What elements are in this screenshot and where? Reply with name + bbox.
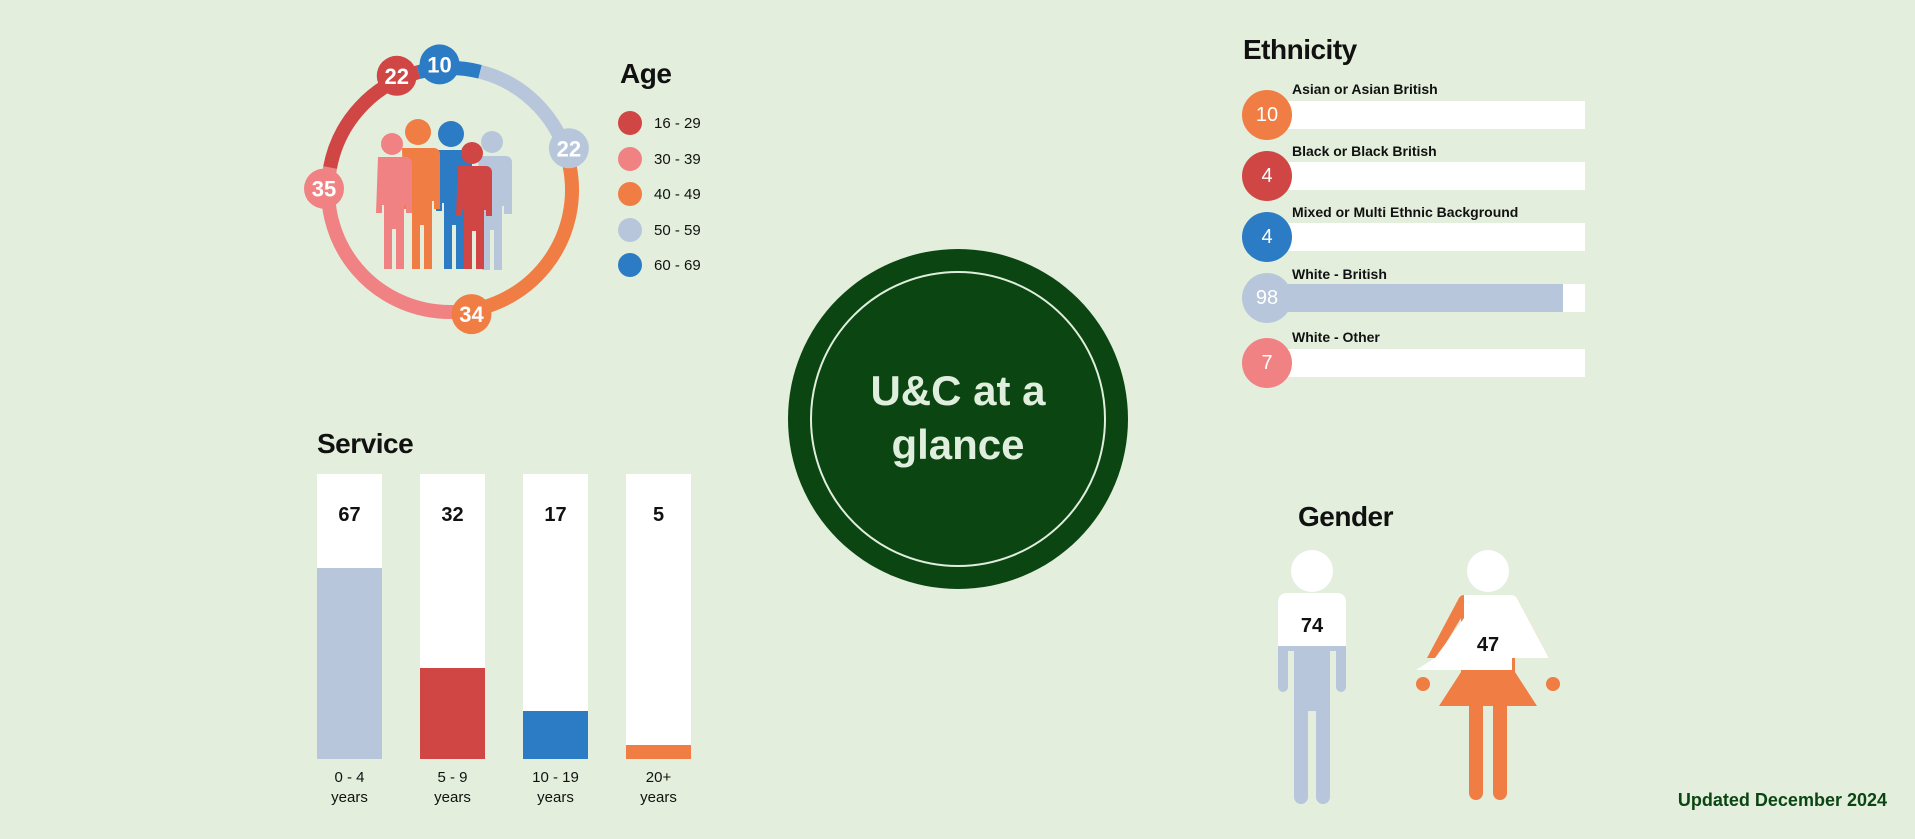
legend-item: 16 - 29 xyxy=(618,111,701,135)
service-label-line: years xyxy=(331,789,368,806)
age-value-badge: 35 xyxy=(304,168,345,209)
legend-swatch xyxy=(618,182,642,206)
ethnicity-label: Asian or Asian British xyxy=(1292,81,1438,97)
ethnicity-bar-track xyxy=(1250,284,1585,312)
ethnicity-label: White - British xyxy=(1292,266,1387,282)
legend-swatch xyxy=(618,253,642,277)
service-category-label: 20+ years xyxy=(626,768,691,808)
ethnicity-bar-track xyxy=(1250,162,1585,190)
gender-title: Gender xyxy=(1298,501,1394,532)
age-badge-circle xyxy=(304,168,345,209)
age-value-badge: 22 xyxy=(376,55,417,96)
service-label-line: years xyxy=(640,789,677,806)
ethnicity-bar-track xyxy=(1250,349,1585,377)
center-title-badge: U&C at a glance xyxy=(788,249,1128,589)
age-badge-value: 22 xyxy=(385,64,409,89)
ethnicity-label: Mixed or Multi Ethnic Background xyxy=(1292,204,1519,220)
age-badge-circle xyxy=(376,55,417,96)
legend-swatch xyxy=(618,111,642,135)
service-title: Service xyxy=(317,428,414,459)
legend-item: 60 - 69 xyxy=(618,253,701,277)
male-figure-icon: 74 xyxy=(1278,550,1346,804)
age-badge-circle xyxy=(419,44,460,85)
badge-inner-ring xyxy=(810,271,1106,567)
age-value-badge: 10 xyxy=(419,44,460,85)
service-category-label: 5 - 9 years xyxy=(420,768,485,808)
center-title-line: U&C at a xyxy=(870,367,1046,414)
legend-label: 16 - 29 xyxy=(654,114,701,132)
legend-label: 30 - 39 xyxy=(654,150,701,168)
legend-label: 50 - 59 xyxy=(654,221,701,239)
service-label-line: years xyxy=(434,789,471,806)
service-label-line: 0 - 4 xyxy=(334,769,365,786)
age-badge-circle xyxy=(451,294,492,335)
service-bar-value: 32 xyxy=(441,504,464,526)
service-bar-column: 17 xyxy=(523,474,588,759)
center-title: U&C at a glance xyxy=(788,364,1128,472)
legend-swatch xyxy=(618,147,642,171)
age-title: Age xyxy=(620,58,672,89)
service-bar-value: 5 xyxy=(652,504,665,526)
female-figure-icon: 47 xyxy=(1416,550,1560,800)
age-donut-chart: 10 22 34 35 22 xyxy=(304,44,589,335)
service-bar-column: 32 xyxy=(420,474,485,759)
age-badge-value: 34 xyxy=(459,302,484,327)
ethnicity-bar-track xyxy=(1250,101,1585,129)
legend-item: 40 - 49 xyxy=(618,182,701,206)
female-value: 47 xyxy=(1477,634,1499,656)
service-bar-column: 67 xyxy=(317,474,382,759)
center-title-line: glance xyxy=(891,421,1025,468)
service-bar xyxy=(626,744,691,759)
ethnicity-bar xyxy=(1250,284,1563,312)
ethnicity-value-badge: 4 xyxy=(1242,151,1292,201)
ethnicity-title: Ethnicity xyxy=(1243,34,1357,65)
ethnicity-label: White - Other xyxy=(1292,329,1380,345)
age-value-badge: 22 xyxy=(548,128,589,169)
service-bar-value: 17 xyxy=(544,504,567,526)
ethnicity-label: Black or Black British xyxy=(1292,143,1437,159)
legend-label: 40 - 49 xyxy=(654,185,701,203)
service-label-line: 10 - 19 xyxy=(532,769,579,786)
ethnicity-value-badge: 98 xyxy=(1242,273,1292,323)
people-group-icon xyxy=(376,119,512,270)
legend-item: 30 - 39 xyxy=(618,147,701,171)
service-label-line: 5 - 9 xyxy=(437,769,468,786)
service-bar-value: 67 xyxy=(338,504,361,526)
age-badge-value: 35 xyxy=(312,177,336,202)
male-value: 74 xyxy=(1301,615,1324,637)
service-label-line: years xyxy=(537,789,574,806)
age-badge-value: 22 xyxy=(557,136,581,161)
service-bar xyxy=(317,568,382,759)
legend-swatch xyxy=(618,218,642,242)
ethnicity-value-badge: 7 xyxy=(1242,338,1292,388)
ethnicity-bar-track xyxy=(1250,223,1585,251)
age-badge-circle xyxy=(548,128,589,169)
service-category-label: 0 - 4 years xyxy=(317,768,382,808)
service-label-line: 20+ xyxy=(645,769,672,786)
ethnicity-value-badge: 4 xyxy=(1242,212,1292,262)
age-badge-value: 10 xyxy=(427,52,451,77)
legend-item: 50 - 59 xyxy=(618,218,701,242)
legend-label: 60 - 69 xyxy=(654,256,701,274)
gender-pictograms: 74 47 xyxy=(1278,550,1560,804)
service-category-label: 10 - 19 years xyxy=(523,768,588,808)
age-value-badges: 10 22 34 35 22 xyxy=(304,44,589,335)
age-value-badge: 34 xyxy=(451,294,492,335)
updated-date: Updated December 2024 xyxy=(1677,790,1887,810)
service-bar xyxy=(420,667,485,759)
service-bar-column: 5 xyxy=(626,474,691,759)
ethnicity-value-badge: 10 xyxy=(1242,90,1292,140)
service-bar xyxy=(523,710,588,759)
